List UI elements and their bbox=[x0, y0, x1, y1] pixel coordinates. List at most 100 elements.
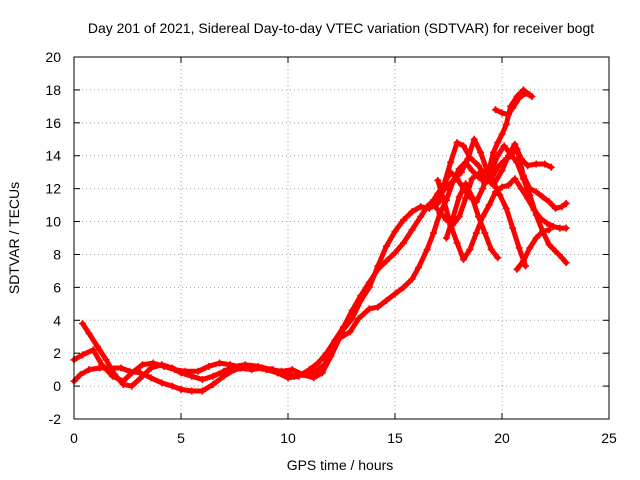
data-point-marker bbox=[479, 185, 487, 193]
data-point-marker bbox=[365, 278, 373, 286]
data-point-marker bbox=[453, 239, 461, 247]
data-point-marker bbox=[205, 362, 213, 370]
data-point-marker bbox=[434, 176, 442, 184]
data-point-marker bbox=[391, 249, 399, 257]
chart-title: Day 201 of 2021, Sidereal Day-to-day VTE… bbox=[88, 20, 594, 36]
data-point-marker bbox=[558, 254, 566, 262]
data-point-marker bbox=[541, 160, 549, 168]
data-point-marker bbox=[128, 382, 136, 390]
data-point-marker bbox=[365, 305, 373, 313]
data-point-marker bbox=[528, 92, 536, 100]
data-point-marker bbox=[487, 167, 495, 175]
data-point-marker bbox=[147, 364, 155, 372]
data-point-marker bbox=[216, 359, 224, 367]
data-point-marker bbox=[494, 254, 502, 262]
data-point-marker bbox=[547, 163, 555, 171]
data-point-marker bbox=[168, 364, 176, 372]
data-point-marker bbox=[509, 104, 517, 112]
data-point-marker bbox=[147, 374, 155, 382]
data-point-marker bbox=[532, 211, 540, 219]
data-point-marker bbox=[168, 382, 176, 390]
data-point-marker bbox=[111, 371, 119, 379]
plot-frame bbox=[73, 56, 610, 420]
data-point-marker bbox=[562, 259, 570, 267]
data-point-marker bbox=[284, 374, 292, 382]
data-point-marker bbox=[511, 175, 519, 183]
data-point-marker bbox=[209, 372, 217, 380]
data-point-marker bbox=[513, 158, 521, 166]
data-point-marker bbox=[502, 120, 510, 128]
data-point-marker bbox=[400, 283, 408, 291]
x-tick-label: 25 bbox=[601, 430, 617, 446]
data-point-marker bbox=[468, 167, 476, 175]
data-point-marker bbox=[194, 367, 202, 375]
data-point-marker bbox=[455, 193, 463, 201]
data-point-marker bbox=[464, 155, 472, 163]
data-point-marker bbox=[440, 180, 448, 188]
data-point-marker bbox=[459, 255, 467, 263]
data-point-marker bbox=[310, 374, 318, 382]
data-point-marker bbox=[408, 208, 416, 216]
data-point-marker bbox=[562, 199, 570, 207]
data-point-marker bbox=[543, 219, 551, 227]
data-point-marker bbox=[457, 168, 465, 176]
data-point-marker bbox=[119, 380, 127, 388]
data-point-marker bbox=[126, 367, 134, 375]
x-axis-label: GPS time / hours bbox=[287, 457, 394, 473]
data-point-marker bbox=[498, 183, 506, 191]
data-point-marker bbox=[504, 181, 512, 189]
series-trace-8 bbox=[492, 89, 536, 119]
data-point-marker bbox=[502, 204, 510, 212]
data-point-marker bbox=[481, 229, 489, 237]
data-point-marker bbox=[539, 193, 547, 201]
grid bbox=[74, 57, 609, 419]
y-tick-label: 18 bbox=[45, 82, 61, 98]
data-point-marker bbox=[340, 323, 348, 331]
data-point-marker bbox=[102, 356, 110, 364]
data-point-marker bbox=[556, 224, 564, 232]
y-axis-label: SDTVAR / TECUs bbox=[6, 182, 22, 294]
data-point-marker bbox=[318, 369, 326, 377]
data-point-marker bbox=[511, 140, 519, 148]
data-point-marker bbox=[552, 247, 559, 255]
y-tick-label: 2 bbox=[53, 345, 61, 361]
data-point-marker bbox=[552, 204, 559, 212]
data-point-marker bbox=[504, 111, 512, 119]
data-point-marker bbox=[545, 198, 553, 206]
data-point-marker bbox=[524, 162, 532, 170]
data-point-marker bbox=[474, 170, 482, 178]
data-point-marker bbox=[562, 224, 570, 232]
data-point-marker bbox=[374, 303, 382, 311]
data-point-marker bbox=[500, 142, 508, 150]
data-point-marker bbox=[106, 364, 114, 372]
data-point-marker bbox=[252, 364, 260, 372]
data-point-marker bbox=[85, 366, 93, 374]
data-point-marker bbox=[85, 329, 93, 337]
data-point-marker bbox=[492, 188, 500, 196]
series-trace-6 bbox=[430, 142, 570, 267]
data-point-marker bbox=[509, 224, 517, 232]
series-trace-9 bbox=[513, 226, 553, 273]
data-point-marker bbox=[391, 227, 399, 235]
data-point-marker bbox=[442, 234, 450, 242]
y-tick-label: 4 bbox=[53, 312, 61, 328]
data-point-marker bbox=[423, 203, 431, 211]
series-line bbox=[431, 143, 569, 266]
data-point-marker bbox=[472, 229, 480, 237]
data-point-marker bbox=[526, 244, 534, 252]
y-tick-label: 8 bbox=[53, 246, 61, 262]
data-point-marker bbox=[485, 201, 493, 209]
data-point-marker bbox=[498, 109, 506, 117]
data-point-marker bbox=[374, 265, 382, 273]
data-point-marker bbox=[487, 246, 495, 254]
data-point-marker bbox=[96, 364, 104, 372]
data-point-marker bbox=[79, 351, 87, 359]
y-tick-label: 20 bbox=[45, 49, 61, 65]
data-point-marker bbox=[158, 361, 166, 369]
y-tick-label: 6 bbox=[53, 279, 61, 295]
data-point-marker bbox=[519, 175, 527, 183]
x-tick-label: 5 bbox=[177, 430, 185, 446]
data-point-marker bbox=[417, 213, 425, 221]
data-point-marker bbox=[263, 366, 271, 374]
data-point-marker bbox=[496, 191, 504, 199]
